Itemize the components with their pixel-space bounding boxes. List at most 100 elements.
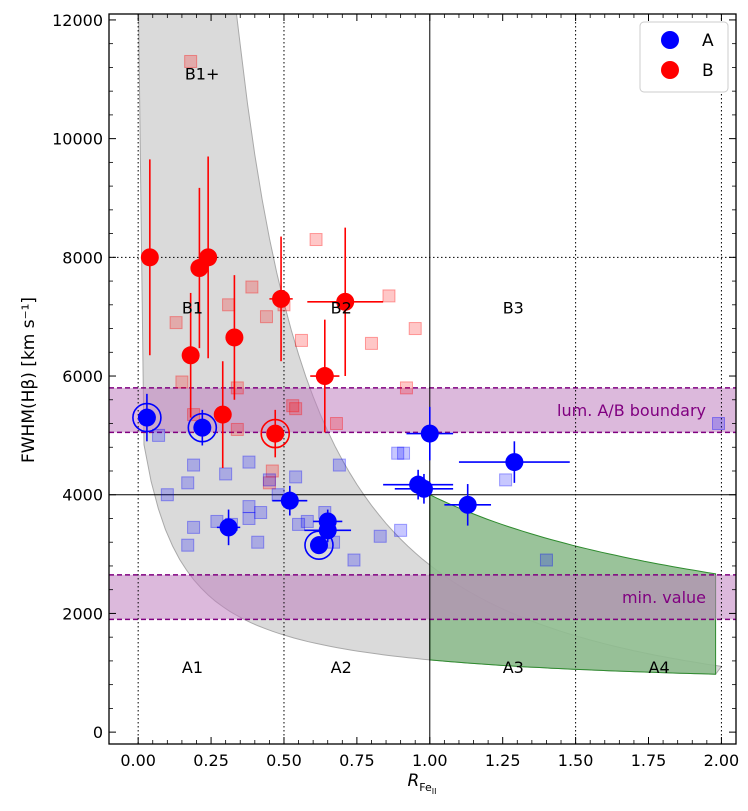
x-tick-label-1: 0.25	[193, 751, 229, 770]
point-b-background-14	[294, 333, 308, 347]
point-a-1	[193, 418, 212, 437]
y-tick-label-3: 6000	[62, 367, 103, 386]
point-a-background-10	[242, 511, 256, 525]
band-0	[109, 387, 736, 433]
x-axis-label-sub2: II	[432, 787, 437, 796]
point-a-background-27	[499, 473, 513, 487]
point-a-9	[420, 424, 439, 443]
point-b-6-ring	[260, 418, 291, 449]
point-a-background-5	[181, 538, 195, 552]
point-b-background-12	[286, 399, 300, 413]
legend-label-b: B	[702, 61, 714, 81]
x-axis-label-sub: Fe	[419, 781, 432, 794]
band-label-0: lum. A/B boundary	[557, 401, 706, 420]
x-tick-label-7: 1.75	[631, 751, 667, 770]
point-b-5	[225, 328, 244, 347]
point-b-background-17	[364, 336, 378, 350]
x-tick-label-4: 1.00	[412, 751, 448, 770]
x-axis-label: RFeII	[407, 771, 436, 796]
point-b-background-5	[230, 381, 244, 395]
point-b-0	[140, 248, 159, 267]
point-a-background-2	[181, 476, 195, 490]
point-a-4	[309, 536, 328, 555]
y-axis-label: FWHM(Hβ) [km s⁻¹]	[19, 297, 39, 463]
point-a-background-11	[242, 455, 256, 469]
region-label-a3: A3	[503, 658, 524, 677]
point-a-background-17	[292, 517, 306, 531]
point-a-background-24	[391, 446, 405, 460]
point-b-6	[266, 424, 285, 443]
point-a-background-18	[300, 514, 314, 528]
point-a-background-7	[219, 467, 233, 481]
point-a-6	[318, 521, 337, 540]
point-b-background-2	[175, 375, 189, 389]
x-tick-label-2: 0.50	[266, 751, 302, 770]
legend-marker-b	[661, 61, 679, 79]
point-a-background-14	[262, 473, 276, 487]
point-b-background-10	[262, 476, 276, 490]
point-a-0-ring	[132, 402, 162, 433]
point-a-background-26	[394, 523, 408, 537]
point-a-background-23	[373, 529, 387, 543]
point-a-background-22	[347, 553, 361, 567]
x-tick-label-3: 0.75	[339, 751, 375, 770]
point-b-8	[315, 367, 334, 386]
y-tick-label-4: 8000	[62, 248, 103, 267]
point-b-background-0	[184, 54, 198, 68]
point-b-9	[336, 292, 355, 311]
point-a-background-0	[152, 428, 166, 442]
point-b-background-15	[309, 233, 323, 247]
point-a-1-ring	[187, 412, 218, 443]
point-a-background-9	[242, 500, 256, 514]
point-b-background-7	[245, 280, 259, 294]
y-tick-label-6: 12000	[52, 11, 103, 30]
point-b-background-18	[382, 289, 396, 303]
point-b-background-8	[259, 310, 273, 324]
y-tick-label-1: 2000	[62, 604, 103, 623]
point-b-background-6	[230, 422, 244, 436]
point-b-4	[213, 405, 232, 424]
point-b-1	[181, 346, 200, 365]
point-b-background-20	[408, 322, 422, 336]
point-a-background-12	[254, 506, 268, 520]
point-b-background-16	[329, 417, 343, 431]
point-b-background-13	[289, 402, 303, 416]
point-a-0	[137, 408, 156, 427]
y-tick-label-2: 4000	[62, 486, 103, 505]
y-tick-label-5: 10000	[52, 130, 103, 149]
x-tick-label-8: 2.00	[704, 751, 740, 770]
point-a-11	[505, 453, 524, 472]
y-tick-label-0: 0	[93, 723, 103, 742]
legend-marker-a	[661, 31, 679, 49]
point-a-background-3	[187, 458, 201, 472]
region-label-a4: A4	[649, 658, 670, 677]
legend-label-a: A	[702, 31, 714, 51]
point-a-10	[458, 495, 477, 514]
band-1	[109, 574, 736, 620]
point-a-background-29	[712, 417, 726, 431]
point-a-background-16	[289, 470, 303, 484]
region-label-b3: B3	[503, 299, 524, 318]
legend: A B	[639, 21, 729, 93]
region-label-b1-plus: B1+	[185, 64, 220, 83]
point-b-background-1	[169, 316, 183, 330]
point-a-2	[219, 518, 238, 537]
point-b-3	[199, 248, 218, 267]
region-label-b1: B1	[182, 299, 203, 318]
point-a-background-13	[251, 535, 265, 549]
point-a-background-21	[332, 458, 346, 472]
x-tick-label-6: 1.50	[558, 751, 594, 770]
point-a-background-4	[187, 520, 201, 534]
point-a-8	[414, 479, 433, 498]
plot-frame	[108, 13, 737, 745]
x-tick-label-5: 1.25	[485, 751, 521, 770]
region-label-a2: A2	[331, 658, 352, 677]
point-b-7	[272, 289, 291, 308]
point-a-background-28	[539, 553, 553, 567]
point-a-background-25	[397, 446, 411, 460]
band-label-1: min. value	[622, 588, 706, 607]
x-axis-label-main: R	[407, 771, 419, 791]
region-label-a1: A1	[182, 658, 203, 677]
region-label-b2: B2	[331, 299, 352, 318]
